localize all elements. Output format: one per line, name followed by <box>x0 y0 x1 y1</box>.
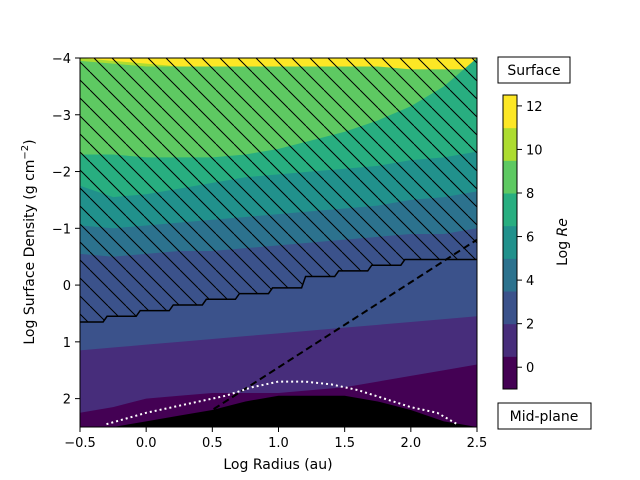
colorbar-tick-label: 0 <box>526 361 534 376</box>
colorbar-tick-label: 10 <box>526 143 543 158</box>
x-axis-label: Log Radius (au) <box>223 457 332 473</box>
x-tick-label: 0.0 <box>136 436 157 451</box>
svg-text:Surface: Surface <box>507 63 560 79</box>
colorbar-tick-label: 4 <box>526 274 534 289</box>
y-tick-label: 2 <box>63 393 71 408</box>
x-tick-label: 1.5 <box>334 436 355 451</box>
colorbar-label: Log Re <box>555 218 571 266</box>
dotted-line <box>106 380 458 426</box>
x-tick-label: 2.0 <box>400 436 421 451</box>
colorbar-segment <box>503 291 517 325</box>
x-tick-label: 1.0 <box>268 436 289 451</box>
y-tick-label: −3 <box>52 109 71 124</box>
colorbar-tick-label: 2 <box>526 318 534 333</box>
colorbar-frame <box>502 94 518 390</box>
x-tick-label: 2.5 <box>467 436 488 451</box>
hatched-region-boundary <box>80 258 477 323</box>
hatched-region <box>80 58 477 322</box>
x-axis: −0.5 0.0 0.5 1.0 1.5 2.0 2.5 <box>64 427 487 451</box>
colorbar <box>503 95 517 390</box>
y-tick-label: 0 <box>63 279 71 294</box>
colorbar-segment <box>503 323 517 357</box>
y-tick-label: 1 <box>63 336 71 351</box>
colorbar-segment <box>503 127 517 161</box>
colorbar-tick-label: 6 <box>526 231 534 246</box>
y-axis-label: Log Surface Density (g cm−2) <box>20 139 38 344</box>
contour-band <box>80 395 477 427</box>
colorbar-ticks: 0 2 4 6 8 10 12 <box>517 100 543 376</box>
colorbar-segment <box>503 356 517 390</box>
svg-text:Mid-plane: Mid-plane <box>510 409 579 425</box>
y-axis: −4 −3 −2 −1 0 1 2 <box>52 52 80 408</box>
colorbar-segment <box>503 193 517 227</box>
colorbar-segment <box>503 225 517 259</box>
y-tick-label: −2 <box>52 166 71 181</box>
colorbar-segment <box>503 258 517 292</box>
mid-plane-annotation: Mid-plane <box>497 402 592 430</box>
x-tick-label: −0.5 <box>64 436 96 451</box>
colorbar-tick-label: 8 <box>526 187 534 202</box>
y-tick-label: −1 <box>52 222 71 237</box>
colorbar-segment <box>503 160 517 194</box>
plot-area <box>80 58 477 427</box>
surface-annotation: Surface <box>497 56 571 84</box>
x-tick-label: 0.5 <box>202 436 223 451</box>
dashed-line <box>185 238 477 427</box>
colorbar-tick-label: 12 <box>526 100 543 115</box>
colorbar-segment <box>503 95 517 129</box>
y-tick-label: −4 <box>52 52 71 67</box>
